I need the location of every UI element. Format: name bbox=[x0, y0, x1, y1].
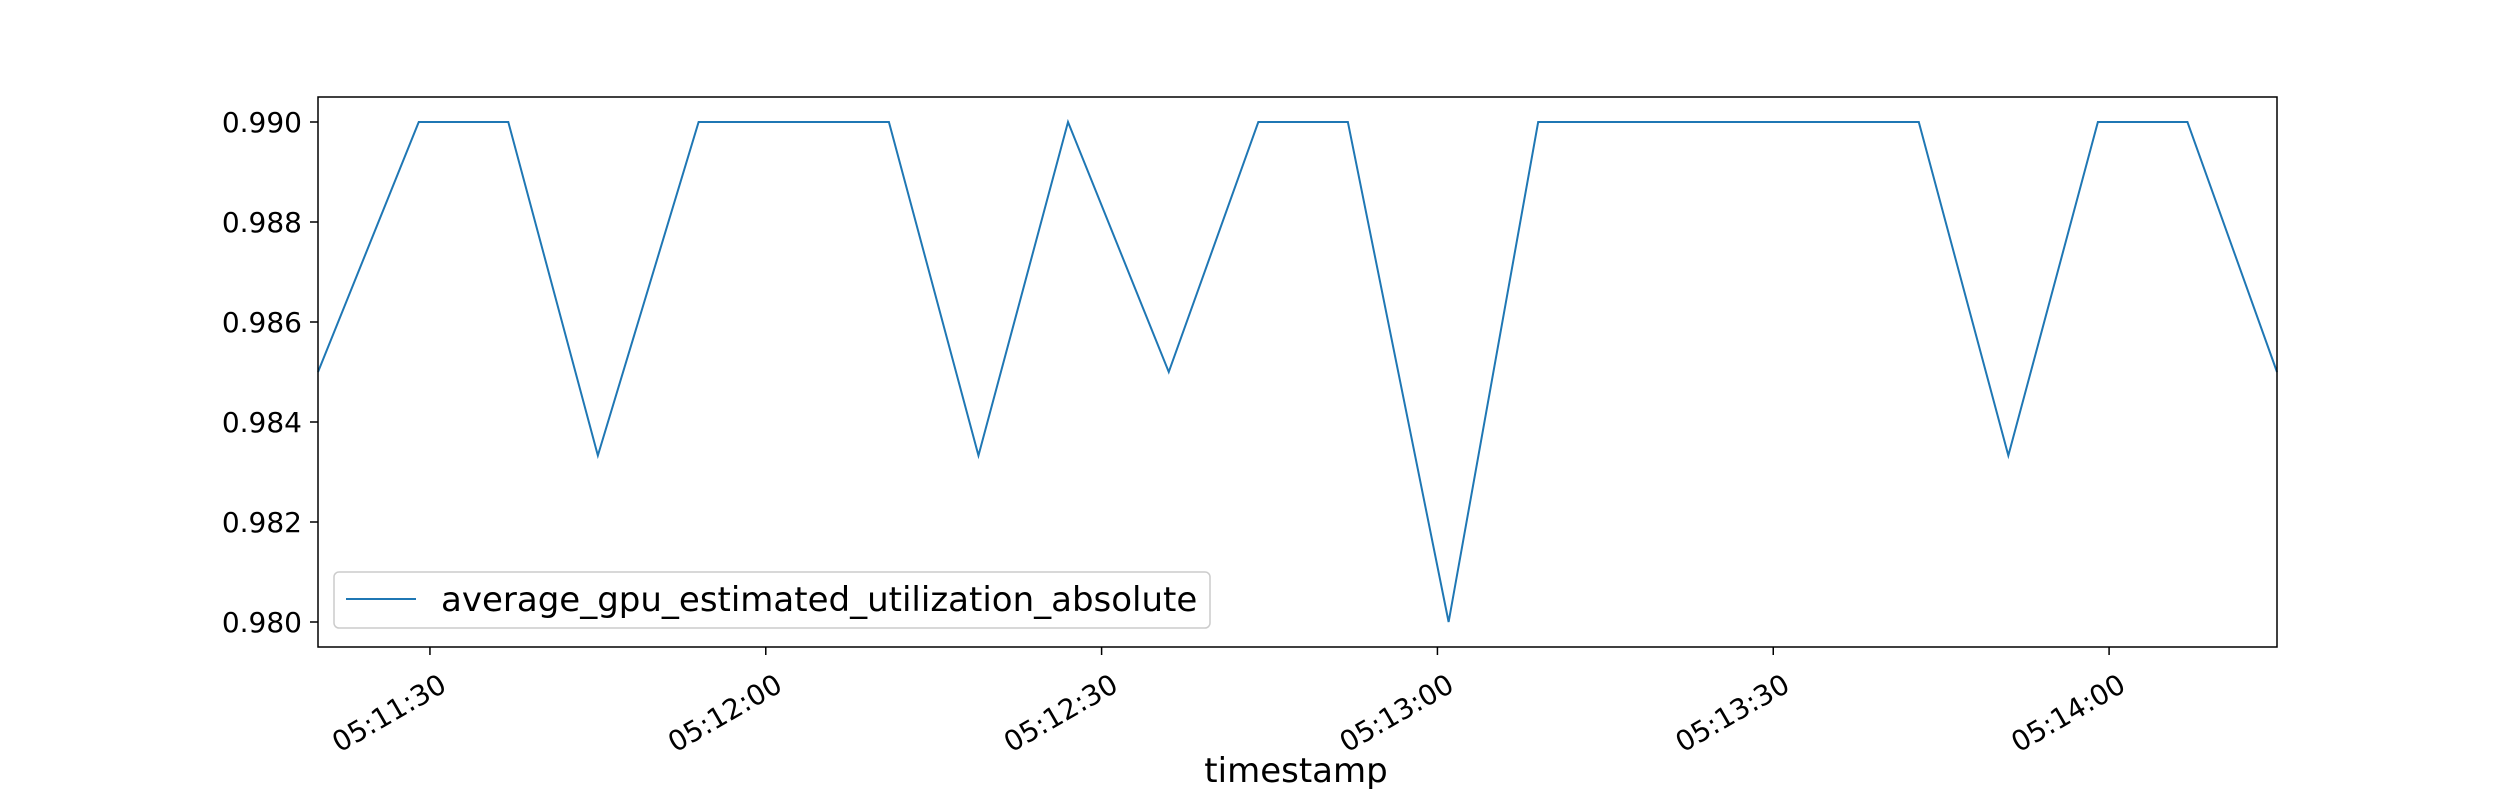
y-tick-label: 0.988 bbox=[222, 206, 302, 239]
legend-label: average_gpu_estimated_utilization_absolu… bbox=[441, 580, 1197, 620]
y-tick-label: 0.980 bbox=[222, 606, 302, 639]
y-tick-label: 0.986 bbox=[222, 306, 302, 339]
plot-area bbox=[317, 118, 2278, 623]
legend-box bbox=[333, 571, 1211, 629]
y-tick-label: 0.982 bbox=[222, 506, 302, 539]
legend: average_gpu_estimated_utilization_absolu… bbox=[333, 571, 1211, 629]
x-axis-label: timestamp bbox=[1204, 751, 1387, 791]
y-tick-label: 0.984 bbox=[222, 406, 302, 439]
series-line-0 bbox=[317, 118, 2278, 623]
y-tick-label: 0.990 bbox=[222, 106, 302, 139]
plot-frame bbox=[317, 96, 2278, 648]
